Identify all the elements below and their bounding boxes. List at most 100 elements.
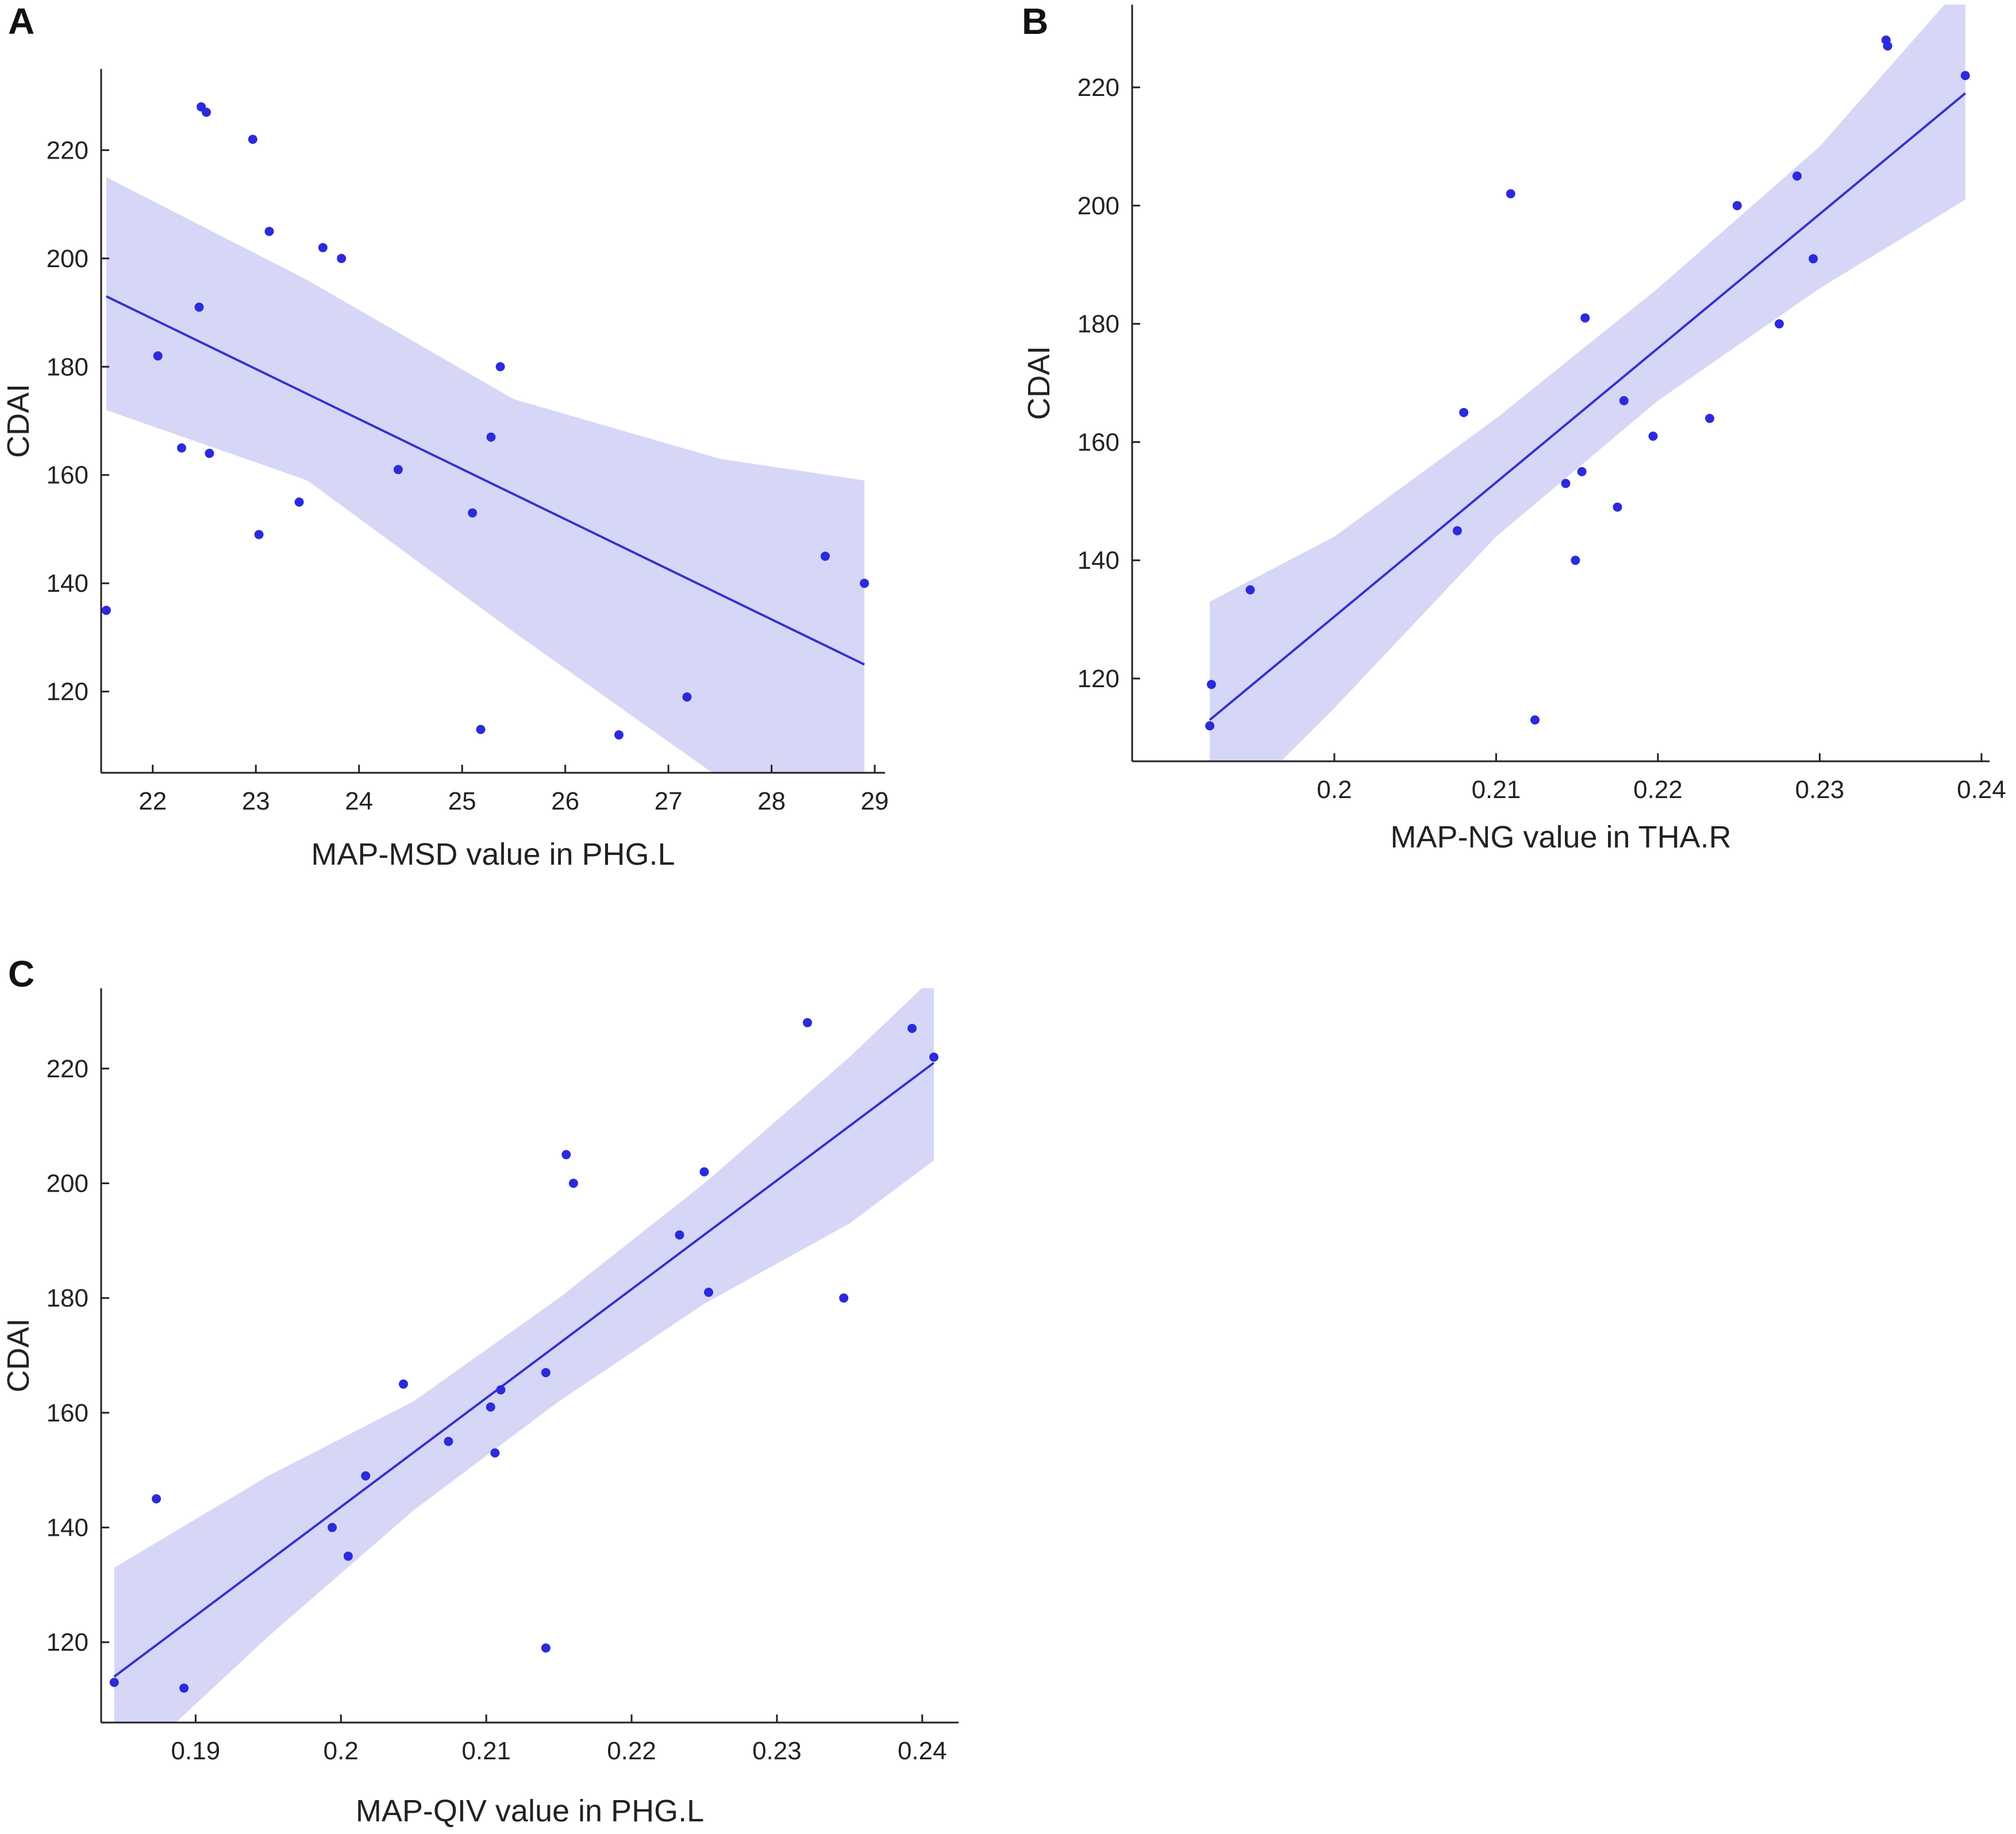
data-point (1459, 407, 1469, 417)
chart-panel-b: 120 140 160 180 200 220 0.2 0.21 0.22 0.23 0.24 MAP… (1022, 5, 2006, 854)
data-point (486, 432, 496, 442)
data-point (1648, 431, 1658, 441)
y-tick-label: 160 (47, 461, 89, 490)
data-point (361, 1471, 371, 1481)
x-tick-label: 0.23 (1795, 776, 1845, 804)
data-point (109, 1678, 119, 1687)
x-tick-label: 0.22 (1633, 776, 1683, 804)
y-tick-label: 200 (47, 1169, 89, 1197)
data-point (1883, 41, 1892, 51)
data-point (176, 443, 186, 453)
x-tick-label: 0.19 (171, 1737, 221, 1765)
data-point (541, 1643, 551, 1653)
x-axis-title: MAP-MSD value in PHG.L (311, 837, 675, 872)
x-tick-label: 23 (242, 787, 270, 815)
x-tick-label: 0.23 (752, 1737, 802, 1765)
data-point (568, 1178, 578, 1188)
regression-line (106, 295, 865, 666)
y-tick-label: 120 (47, 1628, 89, 1656)
data-point (1245, 585, 1255, 595)
y-tick-label: 140 (47, 1514, 89, 1542)
data-point (205, 449, 214, 458)
y-axis-title: CDAI (1022, 346, 1056, 420)
x-tick-label: 0.2 (324, 1737, 359, 1765)
data-point (1732, 201, 1742, 210)
y-tick-label: 160 (47, 1399, 89, 1427)
panel-label-c: C (8, 953, 35, 995)
regression-line (1209, 92, 1967, 721)
data-point (614, 730, 624, 740)
chart-panel-a: 120 140 160 180 200 220 22 23 24 25 26 27 28 29 MAP-MS… (1, 69, 889, 872)
data-point (1205, 721, 1215, 731)
data-point (675, 1230, 684, 1240)
x-tick-label: 0.21 (1472, 776, 1521, 804)
data-point (1580, 313, 1590, 323)
data-point (179, 1683, 189, 1693)
data-point (1792, 171, 1802, 181)
chart-panel-c: 120 140 160 180 200 220 0.19 0.2 0.21 0.22 0.23 0.2… (1, 988, 959, 1828)
data-point (393, 465, 403, 475)
data-point (929, 1052, 939, 1062)
data-point (1613, 502, 1622, 512)
data-point (820, 552, 830, 561)
data-point (699, 1167, 709, 1177)
data-point (704, 1288, 714, 1297)
data-point (343, 1551, 353, 1561)
data-point (490, 1448, 500, 1458)
data-point (1561, 479, 1571, 488)
data-point (860, 579, 870, 588)
confidence-band (1210, 5, 1965, 761)
x-tick-label: 0.24 (1957, 776, 2006, 804)
data-point (444, 1436, 453, 1446)
data-point (328, 1523, 337, 1532)
data-point (907, 1023, 917, 1033)
panel-label-a: A (8, 1, 35, 42)
x-tick-label: 0.2 (1317, 776, 1352, 804)
data-point (1960, 71, 1970, 80)
data-point (468, 508, 478, 518)
x-tick-label: 0.21 (461, 1737, 511, 1765)
data-point (1809, 254, 1818, 264)
y-tick-label: 140 (47, 569, 89, 598)
data-point (1452, 526, 1462, 535)
y-tick-label: 180 (1078, 310, 1119, 338)
data-point (1206, 680, 1216, 689)
data-point (1619, 396, 1629, 406)
panel-label-b: B (1022, 1, 1049, 42)
data-point (264, 226, 274, 236)
y-tick-label: 140 (1078, 546, 1119, 575)
data-point (153, 351, 163, 361)
data-point (152, 1494, 161, 1504)
regression-line (113, 1062, 935, 1678)
data-point (803, 1018, 813, 1027)
x-axis-title: MAP-NG value in THA.R (1390, 820, 1731, 854)
x-tick-label: 22 (138, 787, 167, 815)
y-tick-label: 220 (1078, 74, 1119, 102)
data-point (682, 692, 692, 702)
data-point (1577, 467, 1587, 476)
data-point (398, 1379, 408, 1389)
data-point (476, 725, 486, 734)
y-tick-label: 160 (1078, 428, 1119, 456)
data-point (202, 107, 211, 117)
y-axis-title: CDAI (1, 384, 36, 458)
y-tick-label: 200 (1078, 192, 1119, 220)
confidence-band (114, 988, 934, 1723)
data-point (486, 1402, 495, 1412)
data-point (1571, 556, 1580, 565)
y-tick-label: 200 (47, 245, 89, 273)
x-tick-label: 28 (757, 787, 786, 815)
data-point (254, 530, 264, 540)
data-point (337, 253, 347, 263)
data-point (318, 242, 328, 252)
data-point (496, 1385, 506, 1394)
x-tick-label: 25 (448, 787, 476, 815)
data-point (1530, 715, 1540, 725)
data-point (495, 362, 505, 372)
x-tick-label: 26 (551, 787, 579, 815)
data-point (1705, 414, 1714, 423)
y-tick-label: 120 (47, 678, 89, 706)
data-point (101, 606, 111, 615)
data-point (541, 1367, 551, 1377)
